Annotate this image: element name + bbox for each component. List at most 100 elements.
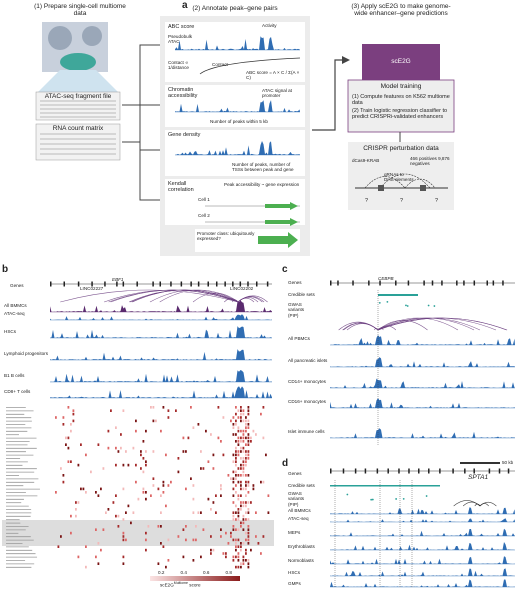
- heat-cell: [142, 457, 145, 460]
- exon: [379, 280, 381, 286]
- heat-cell: [232, 518, 235, 521]
- signal-track: [330, 556, 515, 564]
- heat-cell: [240, 474, 242, 477]
- row-label: Credible sets: [288, 292, 315, 297]
- heat-cell: [115, 494, 117, 497]
- signal-track: [330, 335, 515, 345]
- heat-cell: [112, 501, 115, 504]
- heat-cell: [140, 453, 142, 457]
- heat-cell: [247, 409, 250, 412]
- heat-cell: [127, 504, 130, 508]
- heat-cell: [135, 429, 137, 433]
- heat-cell: [157, 487, 160, 491]
- heat-cell: [237, 409, 240, 412]
- heat-cell: [237, 545, 240, 548]
- heat-cell: [210, 552, 212, 555]
- heat-cell: [160, 525, 162, 528]
- heat-cell: [240, 450, 242, 453]
- heat-cell: [237, 436, 240, 440]
- heat-cell: [247, 457, 250, 460]
- exon: [407, 280, 410, 286]
- heat-cell: [230, 535, 232, 538]
- heat-cell: [80, 443, 82, 446]
- exon: [159, 281, 162, 287]
- exon: [207, 281, 209, 287]
- signal-track: [50, 386, 272, 398]
- heat-cell: [125, 450, 127, 453]
- heat-cell: [100, 548, 102, 552]
- heat-cell: [177, 470, 180, 474]
- heat-cell: [242, 501, 245, 504]
- heat-cell: [187, 436, 190, 440]
- heat-cell: [232, 555, 235, 559]
- gwas-variant: [378, 301, 381, 304]
- colorbar-suffix: score: [189, 582, 201, 588]
- heat-cell: [110, 409, 112, 412]
- heat-cell: [242, 409, 245, 412]
- heat-cell: [245, 426, 247, 429]
- heat-cell: [142, 491, 145, 494]
- heat-cell: [245, 487, 247, 491]
- heat-cell: [235, 548, 237, 552]
- exon: [104, 281, 106, 287]
- row-label: Genes: [288, 280, 302, 285]
- colorbar: [150, 576, 240, 581]
- heat-cell: [95, 555, 97, 559]
- heat-cell: [162, 480, 165, 484]
- exon: [354, 468, 357, 474]
- heat-cell: [247, 443, 250, 446]
- heat-cell: [267, 494, 270, 497]
- heat-cell: [142, 440, 145, 443]
- heat-cell: [265, 453, 267, 457]
- heat-cell: [262, 535, 265, 538]
- exon: [473, 468, 475, 474]
- heat-cell: [235, 528, 237, 531]
- contact-curve: [199, 57, 301, 75]
- contact-arcs: [364, 173, 436, 189]
- heat-cell: [77, 463, 80, 467]
- heat-cell: [247, 474, 250, 477]
- heat-cell: [127, 463, 130, 467]
- heat-cell: [237, 565, 240, 569]
- heat-cell: [245, 484, 247, 487]
- heat-cell: [240, 416, 242, 419]
- label: 466 positives 9,876 negatives: [410, 156, 450, 167]
- heat-cell: [242, 528, 245, 531]
- heat-cell: [232, 416, 235, 419]
- heat-cell: [62, 480, 65, 484]
- heat-cell: [235, 433, 237, 436]
- exon: [170, 281, 172, 287]
- heat-cell: [150, 406, 152, 409]
- heat-cell: [237, 416, 240, 419]
- heat-cell: [232, 453, 235, 457]
- heat-cell: [200, 511, 202, 514]
- heat-cell: [220, 528, 222, 531]
- exon: [224, 281, 226, 287]
- gene-name: EBF1: [112, 277, 124, 282]
- heat-cell: [245, 511, 247, 514]
- heat-cell: [245, 457, 247, 460]
- heat-cell: [147, 525, 150, 528]
- feature-title: ABC score: [168, 24, 195, 30]
- heat-cell: [267, 511, 270, 514]
- heat-cell: [242, 436, 245, 440]
- heat-cell: [237, 440, 240, 443]
- track-label: 0.2: [158, 570, 165, 575]
- heat-cell: [122, 538, 125, 542]
- heat-cell: [122, 463, 125, 467]
- gwas-variant: [433, 305, 436, 307]
- heat-cell: [62, 474, 65, 477]
- heat-cell: [162, 545, 165, 548]
- label: Promoter class: ubiquitously expressed?: [197, 231, 255, 242]
- heat-cell: [145, 463, 147, 467]
- link-arc: [377, 317, 481, 331]
- panel-label: d: [282, 458, 289, 469]
- heat-cell: [252, 484, 255, 487]
- heat-cell: [247, 426, 250, 429]
- heat-cell: [102, 528, 105, 531]
- step-title: (2) Annotate peak–gene pairs: [192, 5, 278, 12]
- signal-track: [175, 100, 300, 112]
- heat-cell: [232, 559, 235, 562]
- heat-cell: [167, 538, 170, 542]
- heat-cell: [247, 518, 250, 521]
